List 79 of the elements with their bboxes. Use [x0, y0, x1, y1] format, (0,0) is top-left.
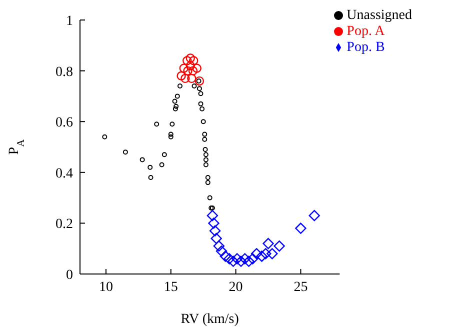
- point: [205, 174, 210, 180]
- point: [250, 248, 262, 260]
- point: [260, 248, 272, 260]
- point: [247, 253, 258, 264]
- point: [188, 66, 198, 76]
- x-tick-label: 10: [98, 280, 113, 295]
- point: [256, 250, 268, 262]
- point: [209, 225, 221, 236]
- point: [228, 256, 239, 267]
- point: [148, 164, 153, 170]
- point: [183, 66, 192, 76]
- point: [168, 132, 174, 137]
- point: [192, 84, 197, 89]
- point: [182, 56, 192, 66]
- point: [202, 147, 208, 152]
- point: [205, 180, 210, 186]
- point: [189, 56, 198, 66]
- point: [148, 174, 154, 180]
- legend-label: Unassigned: [346, 8, 412, 23]
- point: [239, 253, 250, 264]
- point: [220, 250, 232, 262]
- x-axis-title: RV (km/s): [180, 312, 240, 327]
- point: [179, 64, 188, 73]
- y-tick-label: 0.8: [56, 64, 73, 80]
- point: [200, 106, 205, 112]
- x-tick-label: 25: [294, 280, 308, 295]
- point: [266, 248, 278, 260]
- point: [224, 253, 235, 264]
- point: [174, 94, 180, 99]
- y-tick-label: 0.6: [56, 116, 73, 131]
- point: [194, 76, 204, 86]
- point: [177, 84, 182, 89]
- point: [216, 246, 228, 257]
- point: [213, 240, 225, 252]
- point: [162, 152, 167, 158]
- point: [102, 134, 108, 140]
- point: [122, 150, 128, 155]
- point: [202, 136, 208, 142]
- y-tick-label: 1: [66, 14, 73, 29]
- point: [210, 232, 222, 244]
- point: [176, 71, 186, 80]
- point: [262, 238, 274, 250]
- point: [168, 134, 174, 140]
- point: [187, 74, 196, 84]
- legend-label: Pop. A: [346, 24, 385, 39]
- point: [202, 132, 208, 137]
- y-tick-label: 0: [66, 268, 73, 283]
- point: [203, 157, 208, 162]
- point: [170, 122, 175, 127]
- point: [295, 222, 306, 234]
- point: [235, 256, 247, 267]
- y-tick-label: 0.2: [56, 217, 73, 232]
- point: [308, 210, 320, 222]
- x-tick-label: 20: [228, 280, 243, 295]
- x-tick-label: 15: [164, 280, 178, 295]
- point: [232, 253, 243, 264]
- point: [154, 122, 160, 127]
- point: [186, 54, 195, 63]
- point: [192, 64, 202, 73]
- point: [140, 157, 145, 162]
- point: [198, 101, 204, 106]
- point: [203, 152, 208, 158]
- point: [174, 104, 179, 109]
- point: [159, 162, 164, 168]
- point: [198, 91, 204, 96]
- point: [180, 74, 190, 84]
- point: [208, 218, 220, 229]
- legend-label: Pop. B: [346, 40, 385, 55]
- y-tick-label: 0.4: [56, 166, 73, 182]
- point: [274, 240, 285, 252]
- point: [200, 119, 206, 124]
- point: [206, 210, 218, 222]
- point: [196, 86, 202, 92]
- point: [172, 98, 178, 104]
- point: [172, 106, 178, 112]
- point: [243, 256, 254, 267]
- point: [203, 162, 208, 168]
- point: [186, 61, 195, 70]
- point: [207, 195, 212, 200]
